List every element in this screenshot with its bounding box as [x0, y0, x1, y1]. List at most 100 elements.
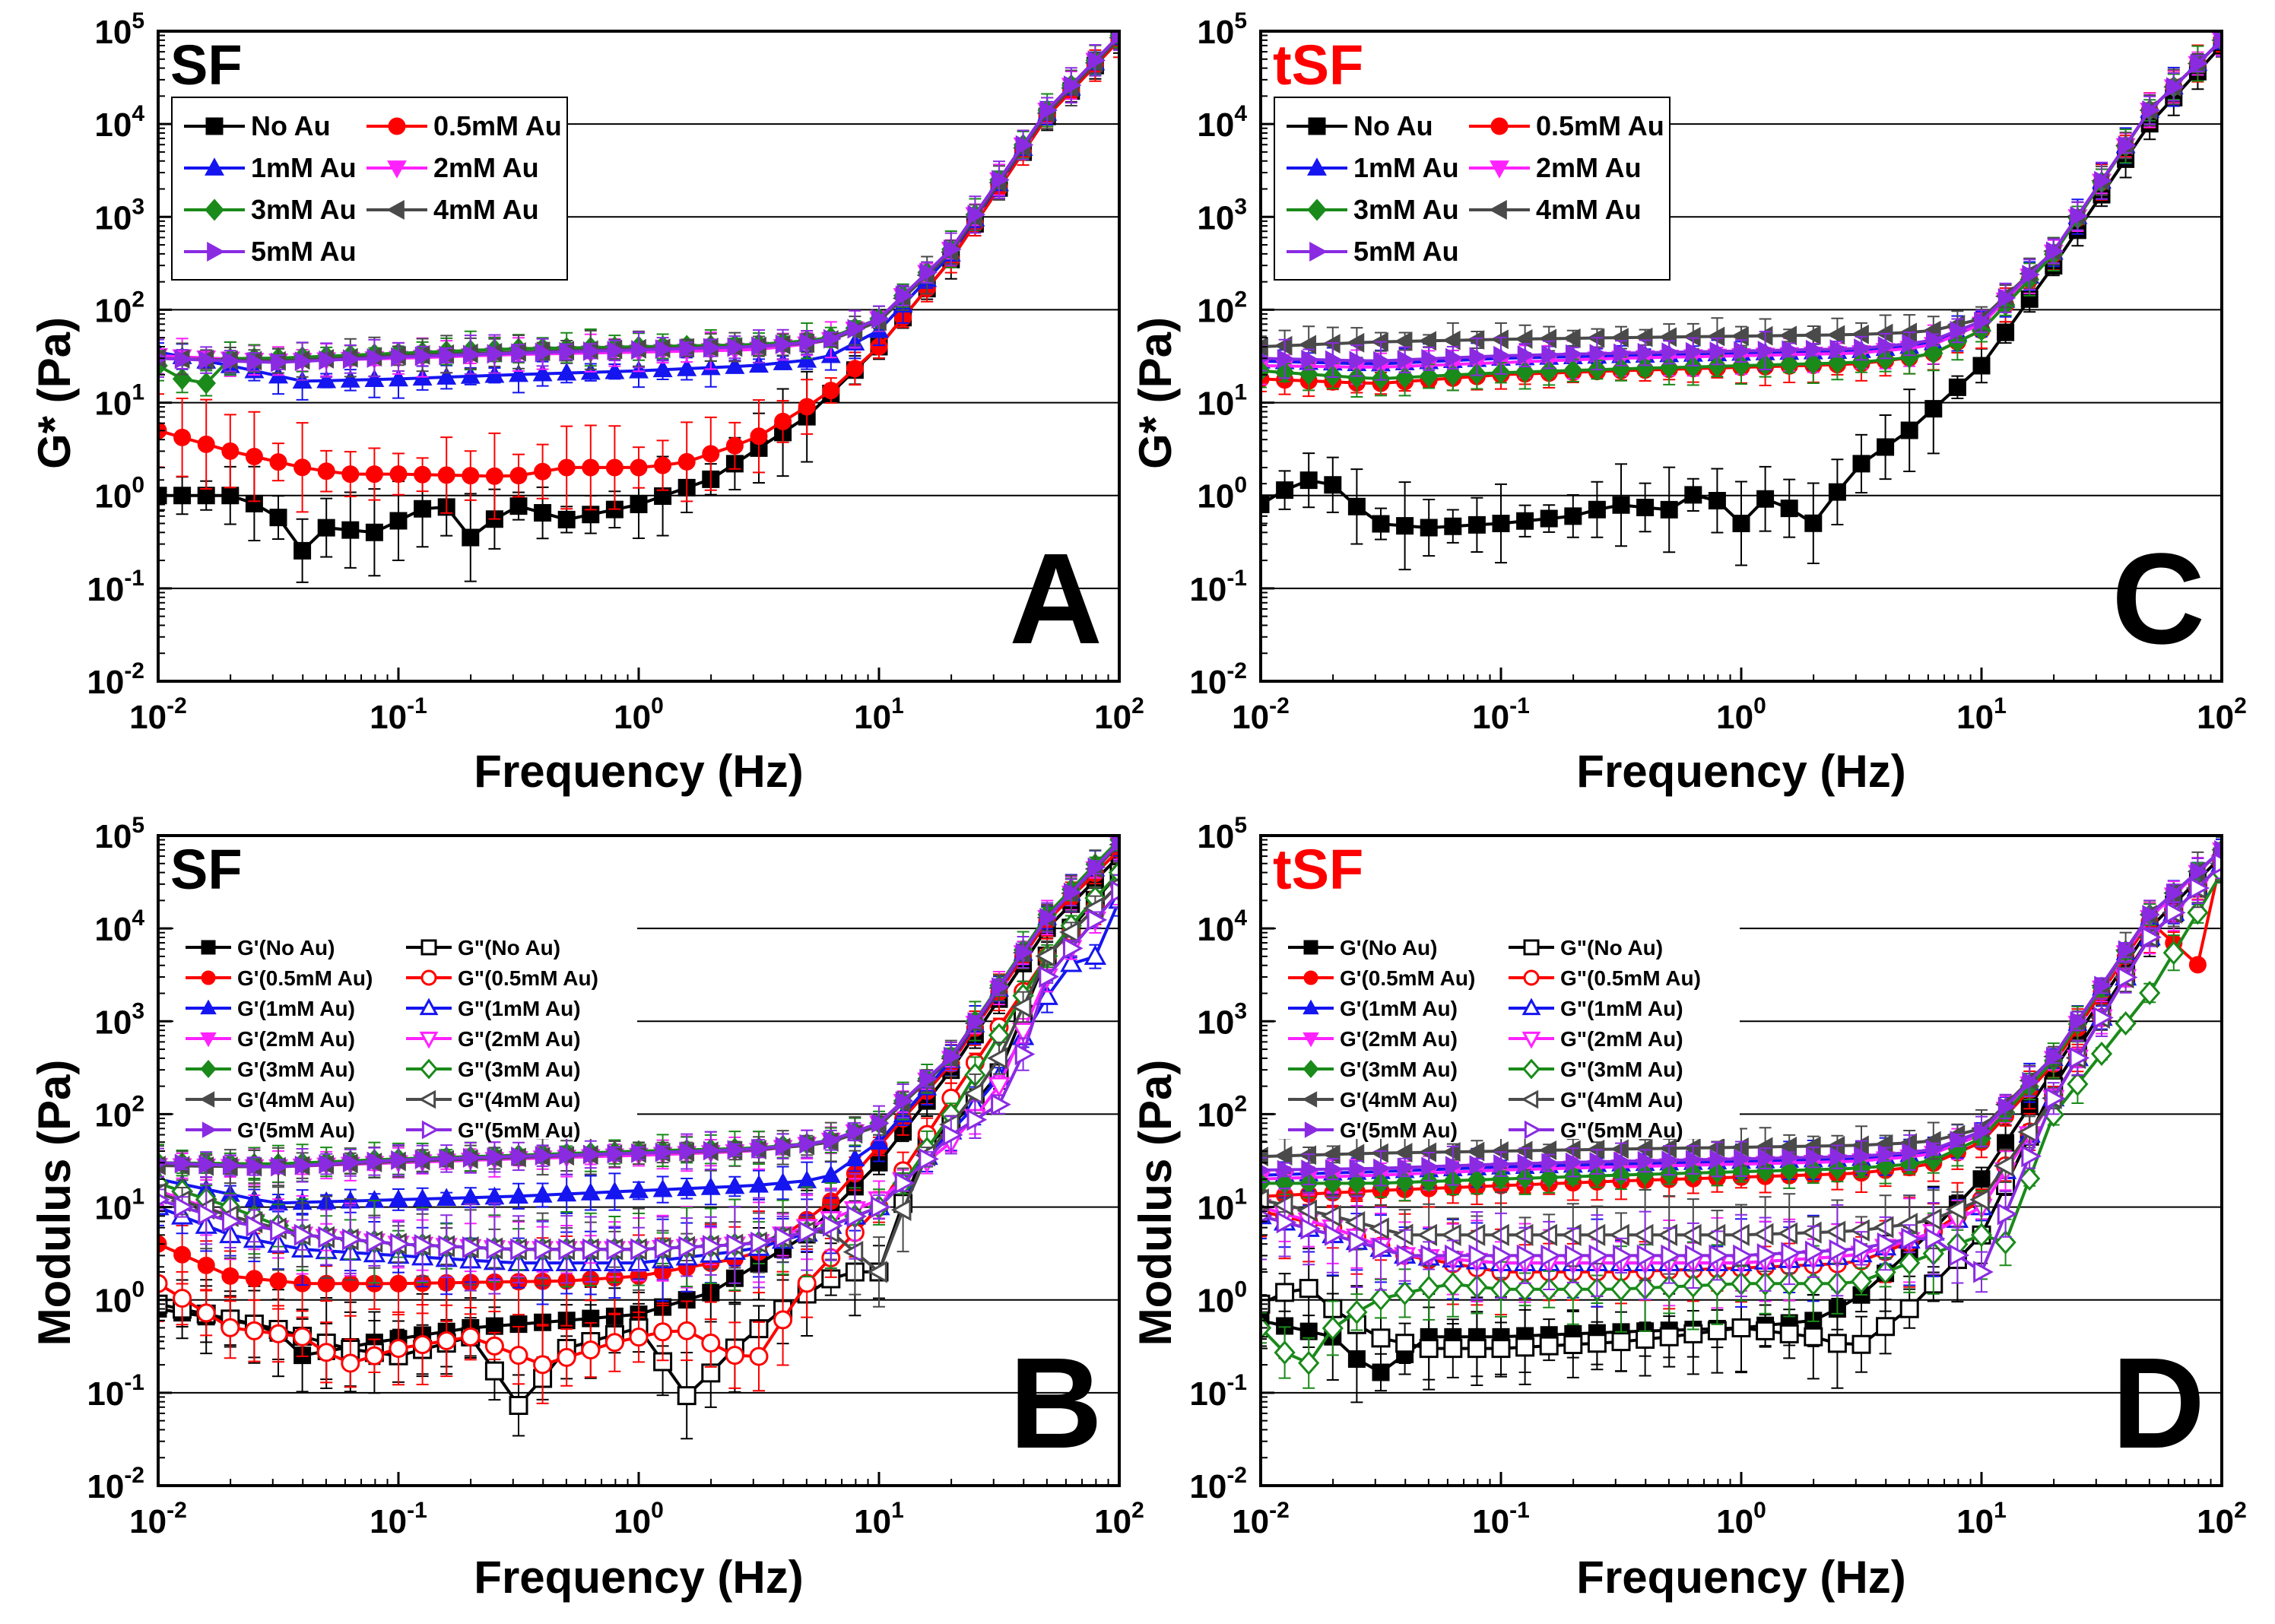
- data-point: [1877, 438, 1895, 456]
- data-point: [749, 1346, 769, 1366]
- data-point: [701, 1363, 721, 1383]
- y-tick-label: 103: [94, 998, 144, 1041]
- data-point: [414, 1234, 435, 1257]
- data-point: [509, 1395, 528, 1415]
- data-point: [847, 1121, 866, 1142]
- data-point: [1059, 921, 1080, 944]
- legend-marker: [207, 242, 225, 262]
- data-point: [1396, 517, 1414, 535]
- data-point: [987, 1047, 1007, 1070]
- data-point: [364, 1346, 384, 1365]
- legend-entry: G"(4mM Au): [406, 1088, 581, 1112]
- data-point: [582, 1144, 601, 1165]
- y-axis-title-c: G* (Pa): [1130, 317, 1181, 469]
- data-point: [1635, 357, 1655, 379]
- data-point: [1661, 342, 1680, 363]
- data-point: [726, 1233, 747, 1256]
- data-point: [823, 1130, 842, 1150]
- data-point: [487, 344, 506, 364]
- data-point: [822, 382, 840, 400]
- data-point: [1734, 341, 1752, 361]
- data-point: [773, 352, 793, 370]
- data-point: [775, 1136, 794, 1156]
- data-point: [293, 541, 312, 560]
- legend-marker: [387, 160, 407, 179]
- data-point: [727, 1140, 746, 1160]
- data-point: [438, 1235, 458, 1258]
- data-point: [221, 1210, 243, 1233]
- data-point: [269, 509, 287, 527]
- data-point: [436, 366, 457, 385]
- data-point: [341, 521, 360, 539]
- data-point: [1660, 500, 1678, 519]
- data-point: [1613, 343, 1632, 363]
- data-point: [1659, 356, 1679, 379]
- data-point: [894, 1172, 915, 1194]
- data-point: [246, 1156, 265, 1176]
- data-point: [1974, 311, 1992, 331]
- data-point: [677, 358, 697, 376]
- data-point: [558, 1238, 579, 1261]
- data-point: [1277, 349, 1296, 370]
- data-point: [1442, 330, 1461, 350]
- data-point: [727, 337, 746, 357]
- x-axis-title-a: Frequency (Hz): [474, 746, 803, 797]
- data-point: [532, 363, 553, 382]
- data-point: [1902, 334, 1920, 354]
- data-point: [485, 1317, 503, 1335]
- legend-entry: G"(No Au): [406, 936, 560, 959]
- data-point: [750, 427, 768, 446]
- data-point: [842, 1241, 864, 1264]
- legend-marker: [201, 1121, 217, 1138]
- data-point: [725, 1175, 745, 1194]
- data-point: [462, 344, 481, 365]
- data-point: [1972, 357, 1991, 375]
- data-point: [1803, 325, 1821, 345]
- data-point: [629, 1180, 649, 1198]
- data-point: [749, 354, 769, 373]
- data-point: [1756, 490, 1775, 508]
- data-point: [799, 1134, 817, 1154]
- data-point: [1111, 880, 1119, 903]
- data-point: [532, 1185, 553, 1203]
- legend-label: G"(1mM Au): [458, 997, 581, 1020]
- x-axis-title-c: Frequency (Hz): [1576, 746, 1905, 797]
- data-point: [1924, 400, 1943, 418]
- legend-label: G"(0.5mM Au): [458, 966, 598, 990]
- data-point: [294, 351, 313, 372]
- data-point: [798, 398, 816, 416]
- data-point: [461, 1327, 481, 1346]
- legend-marker: [386, 200, 405, 220]
- data-point: [1394, 331, 1413, 351]
- data-point: [655, 1142, 674, 1162]
- data-point: [486, 1237, 507, 1260]
- legend-entry: G"(2mM Au): [406, 1027, 581, 1051]
- data-point: [991, 1093, 1011, 1116]
- data-point: [846, 360, 864, 378]
- plot-area: [158, 31, 1119, 583]
- data-point: [509, 1185, 528, 1204]
- data-point: [702, 445, 720, 463]
- data-point: [391, 1150, 409, 1170]
- data-point: [1829, 339, 1848, 360]
- data-point: [630, 458, 648, 477]
- data-point: [366, 1230, 387, 1253]
- data-point: [557, 362, 577, 381]
- legend-label: G"(3mM Au): [458, 1058, 581, 1081]
- data-point: [677, 1386, 696, 1406]
- data-point: [1707, 355, 1728, 378]
- data-point: [1347, 366, 1367, 389]
- data-point: [582, 458, 600, 477]
- data-point: [534, 462, 552, 481]
- legend-entry: G"(5mM Au): [406, 1118, 581, 1142]
- data-point: [436, 1188, 457, 1206]
- data-point: [1418, 331, 1437, 351]
- data-point: [559, 341, 577, 362]
- data-point: [1349, 350, 1368, 371]
- data-point: [1706, 326, 1725, 347]
- legend-label: G'(4mM Au): [237, 1088, 355, 1112]
- data-point: [173, 1245, 192, 1264]
- data-point: [678, 1235, 699, 1258]
